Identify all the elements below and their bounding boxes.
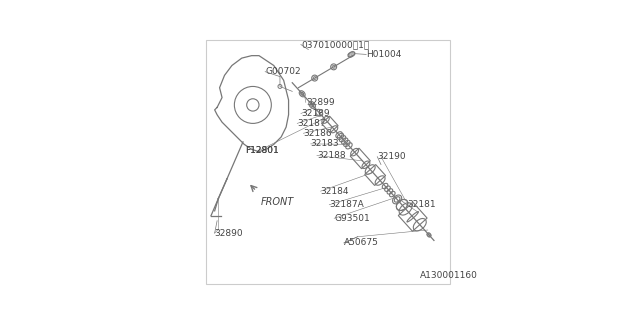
Text: FRONT: FRONT bbox=[260, 197, 294, 207]
Text: 32187A: 32187A bbox=[329, 200, 364, 209]
Text: 32187: 32187 bbox=[297, 119, 326, 128]
Text: A130001160: A130001160 bbox=[420, 271, 478, 280]
Text: 32899: 32899 bbox=[306, 98, 335, 107]
Text: G93501: G93501 bbox=[334, 214, 370, 223]
Text: H01004: H01004 bbox=[366, 50, 401, 59]
Text: A50675: A50675 bbox=[344, 238, 379, 247]
Text: 32183: 32183 bbox=[311, 139, 339, 148]
Text: 32186: 32186 bbox=[303, 129, 332, 138]
Text: 037010000（1）: 037010000（1） bbox=[301, 40, 369, 49]
Text: 32189: 32189 bbox=[301, 109, 330, 118]
Text: 32188: 32188 bbox=[317, 151, 346, 160]
Text: F12801: F12801 bbox=[246, 146, 279, 155]
Text: G00702: G00702 bbox=[265, 67, 301, 76]
Text: 32890: 32890 bbox=[214, 228, 243, 237]
Text: 32184: 32184 bbox=[321, 187, 349, 196]
Text: 32190: 32190 bbox=[378, 152, 406, 161]
Text: 32181: 32181 bbox=[407, 200, 435, 209]
Text: F12801: F12801 bbox=[246, 146, 279, 155]
